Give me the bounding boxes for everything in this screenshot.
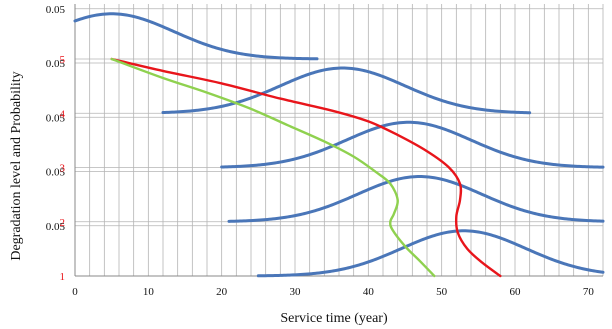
x-tick-label: 60 xyxy=(510,286,522,298)
x-axis-tick-labels: 0 10 20 30 40 50 60 70 xyxy=(72,286,594,298)
probability-distribution-curves xyxy=(73,12,605,278)
chart-grid xyxy=(74,4,604,277)
red-degradation-curve xyxy=(110,57,502,278)
x-tick-label: 30 xyxy=(290,286,302,298)
level-tick-label: 2 xyxy=(60,217,66,229)
x-tick-label: 40 xyxy=(363,286,375,298)
green-degradation-curve xyxy=(110,57,436,278)
level-tick-label: 5 xyxy=(60,54,66,66)
y-axis-title: Degradation level and Probability xyxy=(9,71,24,260)
probability-distribution-curve xyxy=(220,120,605,169)
x-tick-label: 50 xyxy=(436,286,448,298)
x-tick-label: 10 xyxy=(143,286,155,298)
x-tick-label: 70 xyxy=(583,286,595,298)
x-tick-label: 20 xyxy=(216,286,228,298)
probability-distribution-curve xyxy=(256,229,605,278)
probability-tick-label: 0.05 xyxy=(46,112,66,124)
x-axis-title: Service time (year) xyxy=(280,311,388,326)
degradation-curves xyxy=(110,57,502,278)
probability-tick-label: 0.05 xyxy=(46,4,66,16)
probability-distribution-curve xyxy=(227,175,605,223)
probability-distribution-curve xyxy=(73,12,319,61)
probability-tick-label: 0.05 xyxy=(46,167,66,179)
x-tick-label: 0 xyxy=(72,286,78,298)
level-tick-label: 1 xyxy=(60,271,66,283)
probability-distribution-curve xyxy=(161,66,532,115)
level-tick-label: 4 xyxy=(60,108,66,120)
probability-tick-label: 0.05 xyxy=(46,221,66,233)
probability-tick-label: 0.05 xyxy=(46,58,66,70)
level-tick-label: 3 xyxy=(60,163,66,175)
